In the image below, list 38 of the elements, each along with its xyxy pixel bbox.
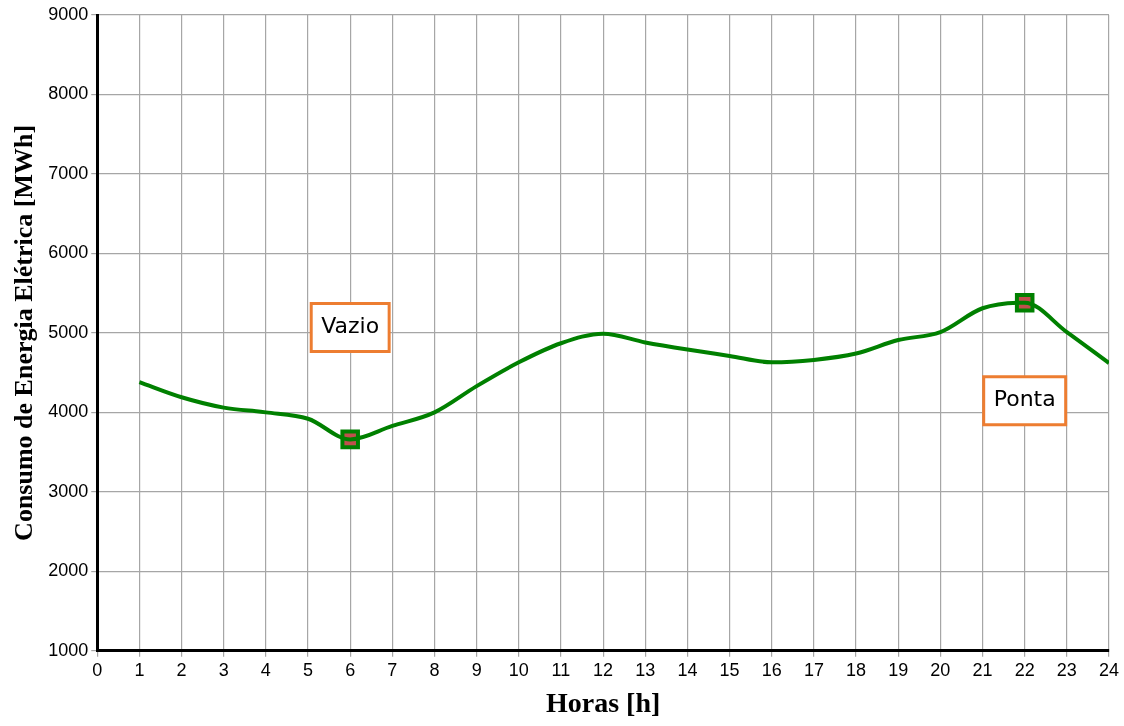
x-tick-label: 14 [677, 659, 698, 680]
x-tick-label: 2 [176, 659, 187, 680]
y-tick-label: 7000 [48, 162, 89, 183]
x-axis-title: Horas [h] [545, 687, 661, 719]
x-tick-label: 18 [846, 659, 867, 680]
x-tick-label: 22 [1014, 659, 1035, 680]
y-tick-label: 3000 [48, 480, 89, 501]
x-tick-label: 11 [551, 659, 571, 680]
x-tick-label: 13 [635, 659, 656, 680]
x-tick-label: 0 [92, 659, 103, 680]
y-tick-label: 2000 [48, 560, 89, 581]
x-tick-label: 6 [345, 659, 356, 680]
y-tick-label: 1000 [48, 639, 89, 660]
x-tick-label: 15 [719, 659, 740, 680]
x-tick-label: 7 [387, 659, 398, 680]
x-tick-label: 24 [1098, 659, 1120, 680]
x-tick-label: 19 [888, 659, 909, 680]
x-tick-label: 9 [471, 659, 482, 680]
y-tick-label: 6000 [48, 242, 89, 263]
x-tick-label: 4 [260, 659, 271, 680]
x-tick-label: 12 [593, 659, 614, 680]
x-tick-label: 10 [508, 659, 529, 680]
x-tick-label: 1 [134, 659, 145, 680]
x-tick-label: 20 [930, 659, 951, 680]
x-tick-label: 3 [218, 659, 229, 680]
x-tick-label: 21 [972, 659, 993, 680]
annotation: Vazio [321, 313, 380, 339]
y-tick-label: 5000 [48, 321, 89, 342]
x-tick-label: 5 [303, 659, 314, 680]
x-tick-label: 8 [429, 659, 440, 680]
x-tick-label: 16 [761, 659, 782, 680]
annotation: Ponta [993, 386, 1056, 412]
x-tick-label: 23 [1056, 659, 1077, 680]
x-tick-label: 17 [803, 659, 824, 680]
y-tick-label: 8000 [48, 83, 89, 104]
y-tick-label: 4000 [48, 401, 89, 422]
y-tick-label: 9000 [48, 3, 89, 24]
y-axis-title: Consumo de Energia Elétrica [MWh] [9, 124, 39, 541]
